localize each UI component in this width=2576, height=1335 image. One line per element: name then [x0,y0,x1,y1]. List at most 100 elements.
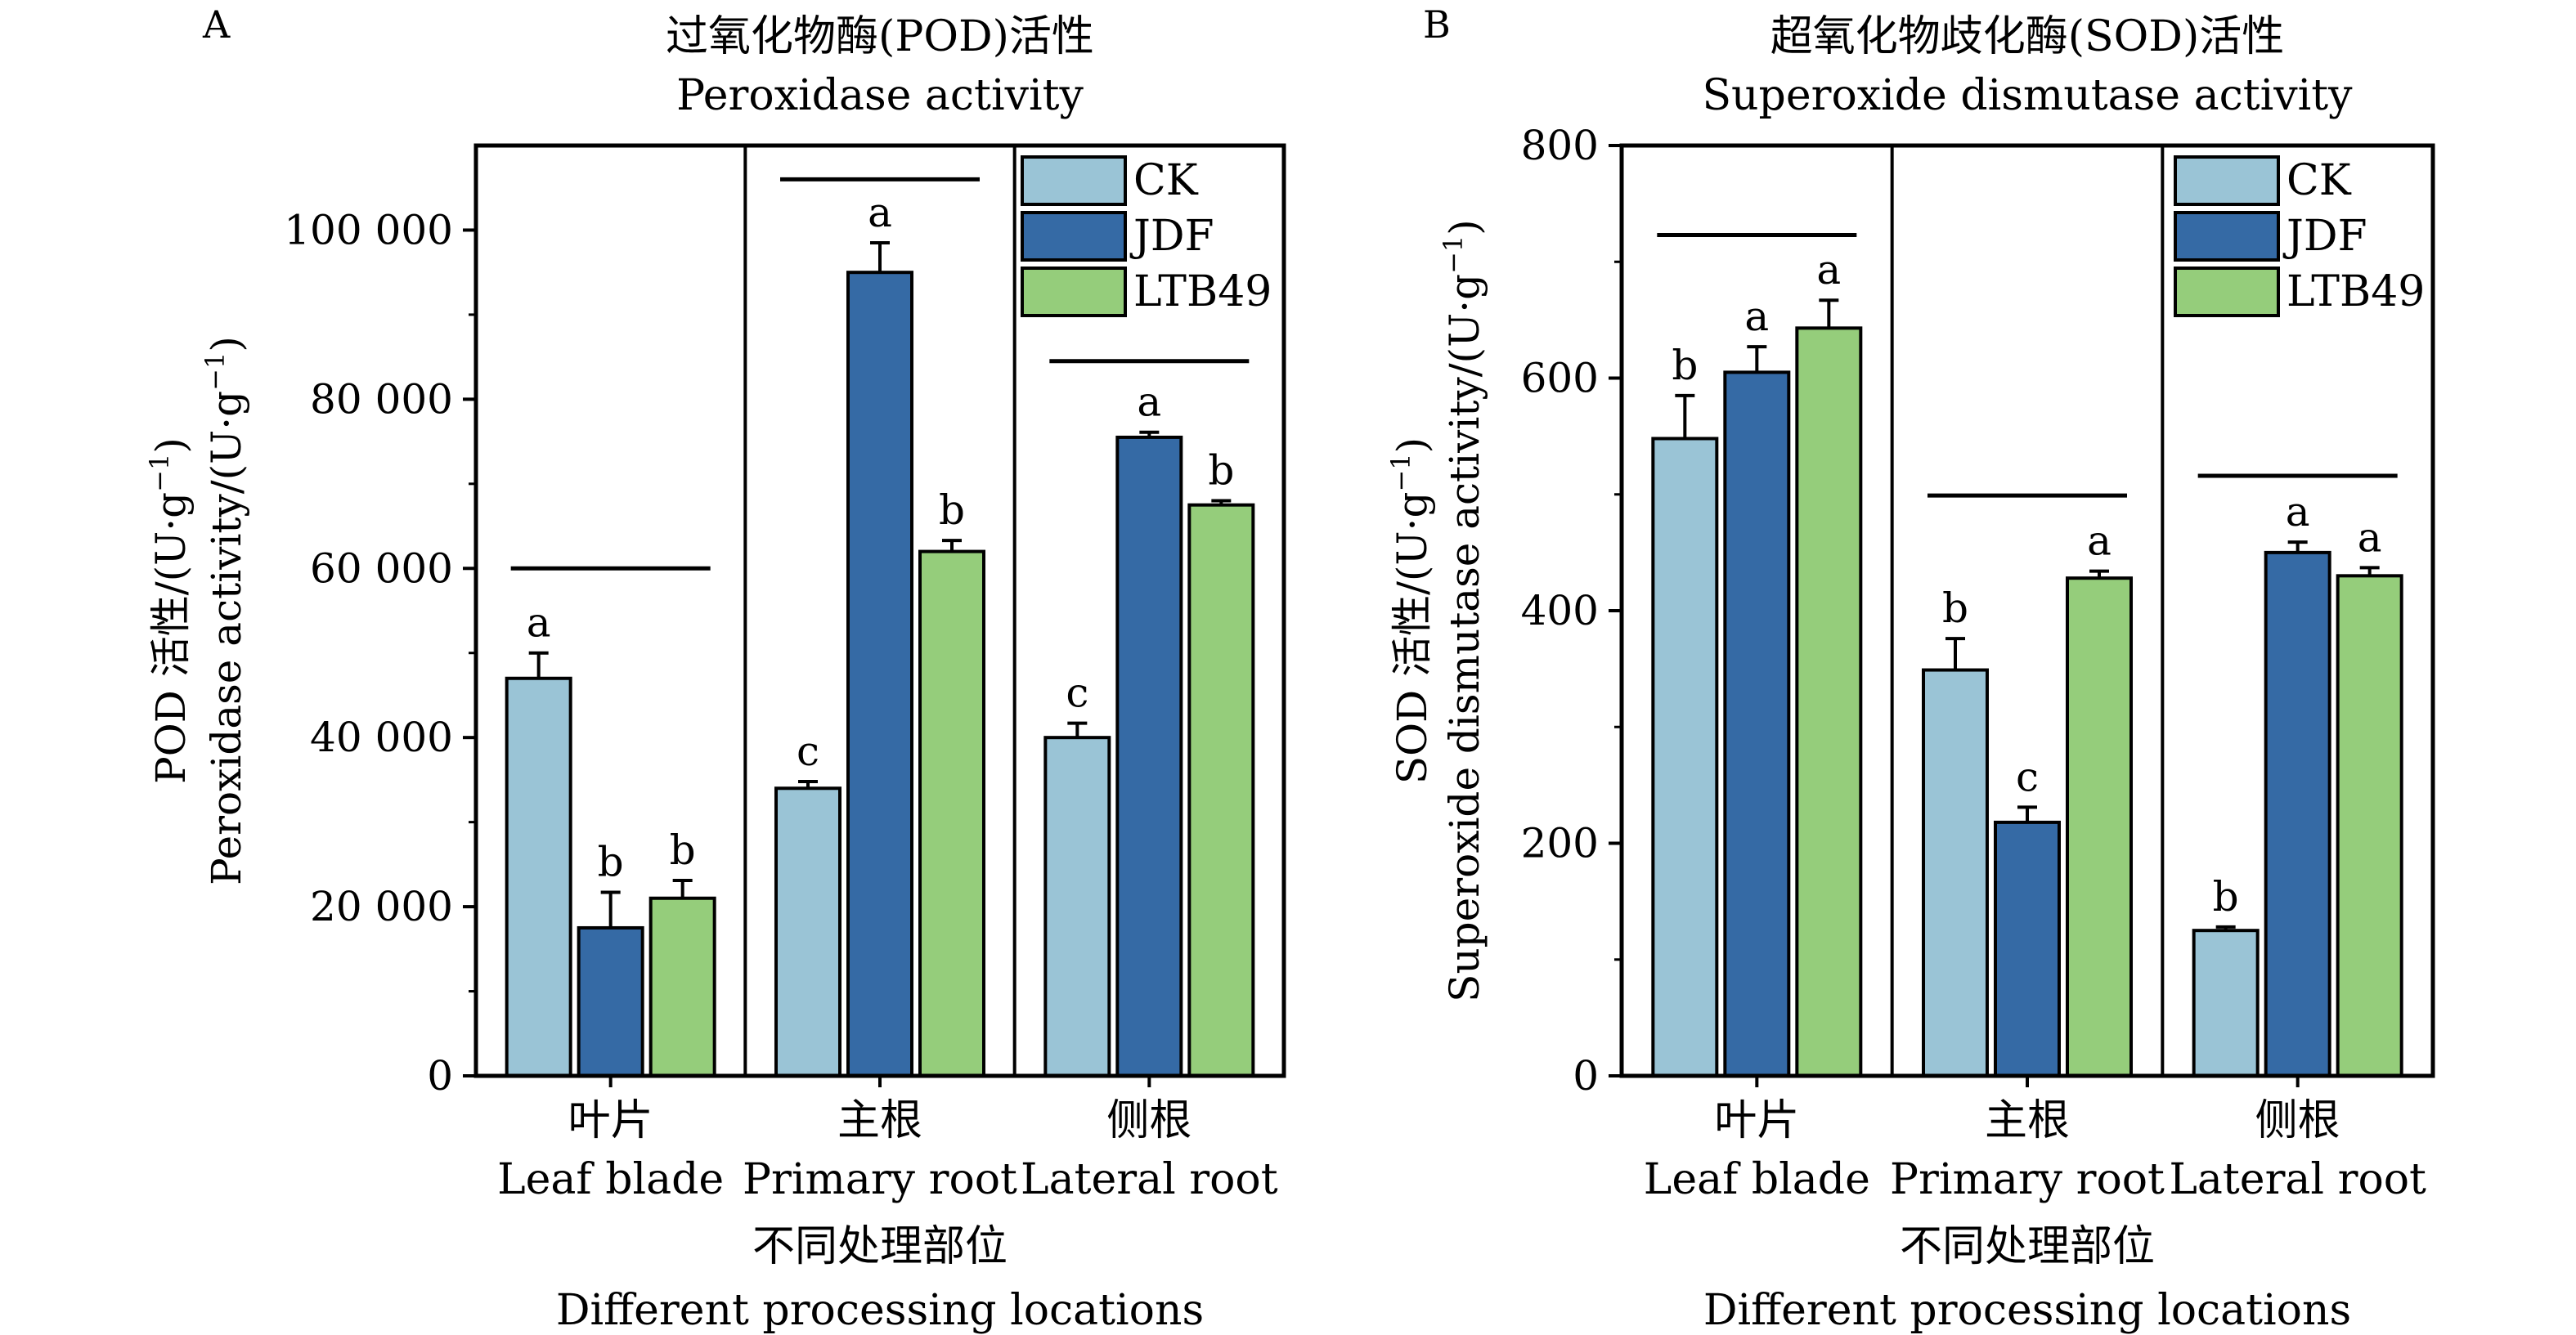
significance-letter: a [1137,379,1161,426]
x-category-en: Primary root [743,1155,1017,1204]
x-category-cn: 侧根 [1106,1096,1192,1145]
y-tick-label: 400 [1521,587,1599,634]
y-axis-label-en-sup: −1 [1438,235,1469,274]
bar-ltb49 [2336,574,2403,1077]
y-tick-label: 100 000 [284,206,453,253]
significance-letter: a [2087,517,2112,565]
y-tick-label: 20 000 [310,883,453,930]
y-axis-label-cn: POD 活性/(U·g−1) [144,437,195,784]
significance-letter: c [2016,753,2039,800]
bar-ltb49 [1795,326,1863,1077]
bar-ck [2192,929,2260,1077]
chart-title-cn: 超氧化物歧化酶(SOD)活性 [1770,12,2285,61]
y-axis-label-en-close: ) [203,336,250,352]
y-tick-label: 800 [1521,122,1599,169]
significance-letter: a [527,599,551,647]
y-axis-label-en: Peroxidase activity/(U·g−1) [200,336,250,885]
y-tick-label: 0 [427,1052,453,1100]
y-axis-label-cn-sup: −1 [144,454,175,492]
legend-label: CK [2287,156,2352,205]
bar-jdf [1723,370,1791,1077]
y-axis-label-cn: SOD 活性/(U·g−1) [1385,437,1436,784]
bar-ltb49 [648,896,716,1078]
x-category-cn: 叶片 [568,1096,653,1145]
significance-letter: b [1672,342,1698,389]
significance-letter: c [1066,670,1088,717]
significance-letter: a [1816,246,1841,293]
y-tick-label: 60 000 [310,544,453,592]
legend-swatch-ck [1021,155,1127,206]
x-category-en: Leaf blade [1644,1155,1870,1204]
y-axis-label-cn-close: ) [1389,437,1436,454]
y-axis-label-en-text: Superoxide dismutase activity/(U·g [1441,274,1488,1002]
x-category-en: Lateral root [2169,1155,2426,1204]
x-category-cn: 主根 [837,1096,922,1145]
panel-label-b: B [1423,2,1451,47]
significance-letter: b [2213,873,2239,921]
y-axis-label-en-text: Peroxidase activity/(U·g [203,391,250,885]
bar-ck [1043,736,1111,1077]
y-tick-label: 80 000 [310,375,453,423]
bar-jdf [1115,435,1183,1077]
significance-letter: a [2286,488,2310,535]
significance-letter: a [2358,513,2382,561]
significance-letter: a [868,189,892,236]
x-category-cn: 叶片 [1714,1096,1799,1145]
legend-label: JDF [1129,212,1214,261]
x-category-en: Leaf blade [497,1155,724,1204]
x-category-en: Lateral root [1021,1155,1278,1204]
y-tick-label: 200 [1521,820,1599,867]
legend-label: CK [1133,156,1199,205]
bar-ck [505,676,572,1077]
y-axis-label-cn-sup: −1 [1385,453,1416,491]
panel-label-a: A [202,2,231,47]
x-axis-label-cn: 不同处理部位 [1900,1222,2155,1271]
bar-ltb49 [918,549,985,1077]
legend-swatch-ltb49 [1021,267,1127,317]
y-axis-label-cn-text: POD 活性/(U·g [147,492,195,784]
x-axis-label-en: Different processing locations [1703,1286,2351,1335]
y-axis-label-cn-text: SOD 活性/(U·g [1389,492,1436,785]
bar-jdf [846,271,913,1077]
legend-swatch-jdf [2174,211,2280,262]
chart-title-cn: 过氧化物酶(POD)活性 [666,12,1094,61]
chart-title-en: Superoxide dismutase activity [1702,71,2353,120]
x-axis-label-cn: 不同处理部位 [752,1222,1008,1271]
legend-swatch-jdf [1021,211,1127,262]
bar-ck [1922,668,1989,1077]
y-axis-label-en: Superoxide dismutase activity/(U·g−1) [1438,219,1488,1002]
x-axis-label-en: Different processing locations [556,1286,1204,1335]
legend-label: JDF [2282,212,2367,261]
chart-panel-sod: 超氧化物歧化酶(SOD)活性 Superoxide dismutase activ… [1385,12,2435,1335]
bar-ltb49 [1187,503,1255,1077]
legend-label: LTB49 [2287,267,2425,316]
x-category-cn: 主根 [1985,1096,2070,1145]
y-axis-label-en-close: ) [1441,219,1488,235]
legend-swatch-ck [2174,155,2280,206]
y-axis-label-en-sup: −1 [200,352,231,391]
x-category-en: Primary root [1890,1155,2165,1204]
x-category-cn: 侧根 [2255,1096,2340,1145]
y-tick-label: 600 [1521,355,1599,402]
significance-letter: c [797,728,819,775]
y-tick-label: 0 [1573,1052,1599,1100]
y-tick-label: 40 000 [310,714,453,761]
significance-letter: b [598,839,624,886]
legend-label: LTB49 [1133,267,1272,316]
significance-letter: b [1942,585,1968,632]
bar-jdf [1994,820,2061,1078]
chart-panel-pod: 过氧化物酶(POD)活性 Peroxidase activity 0 20 000 40… [144,12,1286,1335]
bar-ck [1651,437,1719,1077]
bar-ltb49 [2066,576,2133,1077]
bar-ck [774,786,841,1077]
legend-swatch-ltb49 [2174,267,2280,317]
significance-letter: b [1208,447,1234,495]
significance-letter: a [1744,293,1769,340]
significance-letter: b [670,827,696,874]
y-axis-label-cn-close: ) [147,437,195,454]
bar-jdf [2264,550,2331,1077]
significance-letter: b [939,486,965,534]
chart-title-en: Peroxidase activity [676,71,1084,120]
bar-jdf [577,925,644,1078]
